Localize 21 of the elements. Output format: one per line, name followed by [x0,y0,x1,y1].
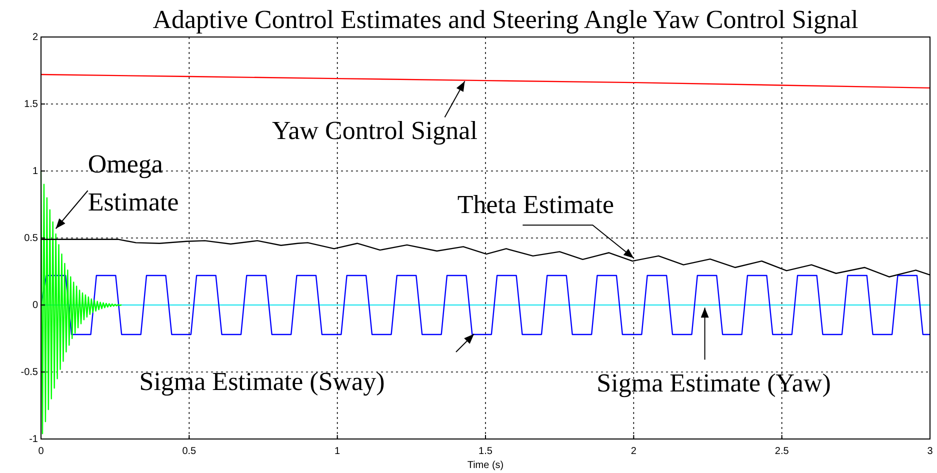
annotation: Sigma Estimate (Sway) [139,367,385,396]
x-tick-label: 0.5 [182,446,197,457]
y-tick-label: -0.5 [20,367,38,378]
x-tick-label: 1.5 [478,446,493,457]
annotation: Yaw Control Signal [272,116,478,146]
y-tick-label: -1 [29,434,38,446]
x-tick-label: 1 [334,446,341,457]
line-series [40,74,931,89]
y-tick-label: 0.5 [24,233,38,244]
y-tick-label: 2 [32,32,38,44]
annotation: Sigma Estimate (Yaw) [596,368,831,398]
x-tick-label: 2 [630,446,637,457]
x-tick-label: 2.5 [774,446,790,457]
x-tick-label: 3 [927,446,934,457]
annotation: Theta Estimate [457,190,614,220]
y-tick-label: 0 [32,300,38,312]
y-tick-label: 1.5 [24,99,38,110]
annotation: Omega Estimate [88,150,179,216]
y-tick-label: 1 [32,166,38,178]
x-axis-title: Time (s) [467,460,504,471]
chart-title: Adaptive Control Estimates and Steering Angle Yaw Control Signal [152,5,858,34]
